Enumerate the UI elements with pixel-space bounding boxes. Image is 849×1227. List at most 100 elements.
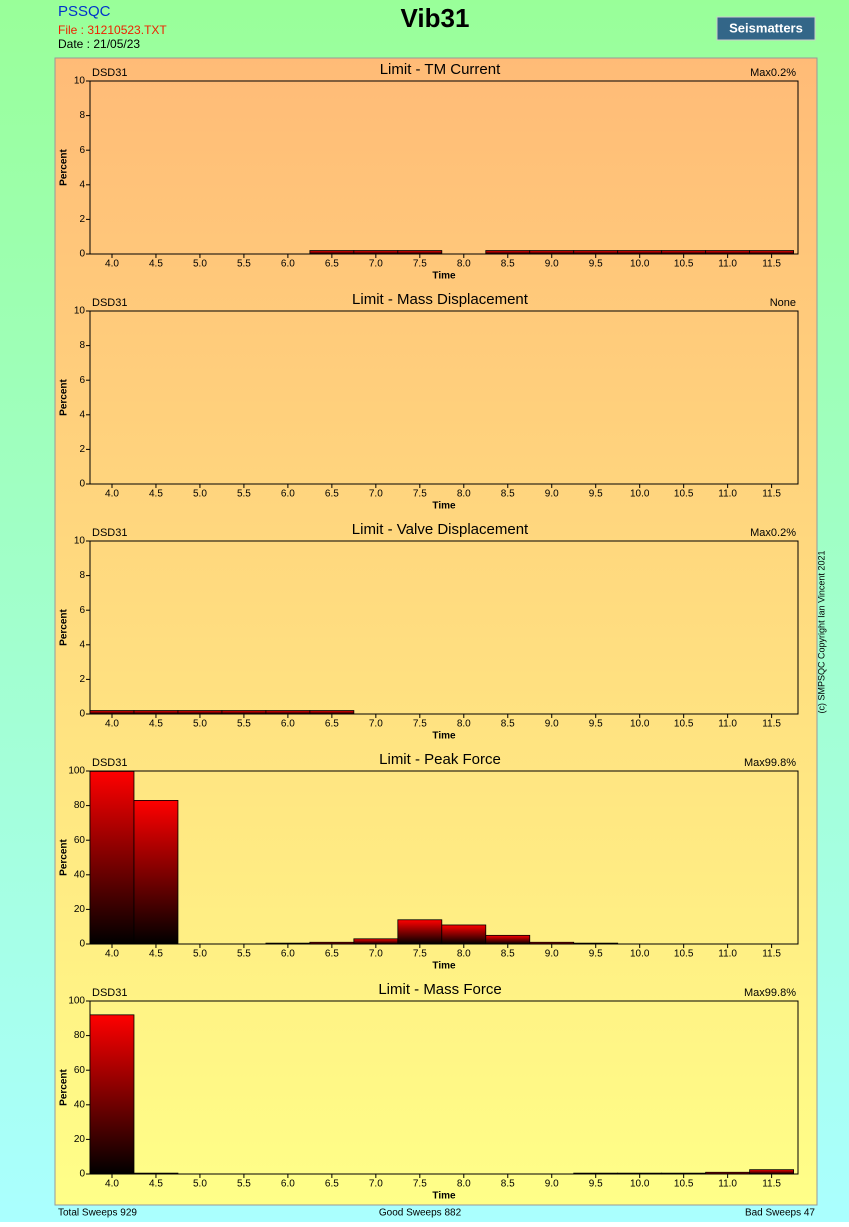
- bar: [89, 1014, 135, 1175]
- y-axis-label: Percent: [59, 838, 70, 875]
- bar: [661, 250, 707, 255]
- bar: [309, 710, 355, 715]
- x-tick-label: 6.5: [325, 949, 339, 960]
- bar: [353, 938, 399, 945]
- chart-title: Limit - Mass Displacement: [352, 291, 529, 308]
- copyright: (c) SMPSQC Copyright Ian Vincent 2021: [816, 551, 826, 714]
- y-tick-label: 40: [74, 1099, 86, 1110]
- annotation: None: [770, 297, 796, 309]
- annotation: Max99.8%: [744, 987, 796, 999]
- y-tick-label: 2: [79, 444, 85, 455]
- y-tick-label: 60: [74, 1065, 86, 1076]
- bar: [485, 250, 531, 255]
- bar: [89, 770, 135, 945]
- x-tick-label: 9.0: [545, 949, 559, 960]
- x-tick-label: 11.5: [762, 259, 781, 270]
- x-tick-label: 11.0: [718, 489, 737, 500]
- x-axis-label: Time: [432, 731, 456, 742]
- chart-title: Limit - Valve Displacement: [352, 521, 529, 538]
- y-tick-label: 6: [79, 375, 85, 386]
- y-tick-label: 80: [74, 800, 86, 811]
- logo-box: [716, 16, 816, 41]
- x-tick-label: 9.5: [589, 1179, 603, 1190]
- logo: Seismatters: [729, 20, 803, 35]
- series-label: DSD31: [92, 987, 127, 999]
- x-tick-label: 10.5: [674, 259, 694, 270]
- x-tick-label: 5.5: [237, 949, 251, 960]
- bar: [397, 919, 443, 945]
- x-tick-label: 7.0: [369, 259, 383, 270]
- x-tick-label: 6.0: [281, 719, 295, 730]
- bar: [133, 800, 179, 945]
- x-tick-label: 8.0: [457, 1179, 471, 1190]
- x-tick-label: 8.5: [501, 489, 515, 500]
- x-tick-label: 11.0: [718, 1179, 737, 1190]
- x-tick-label: 11.0: [718, 719, 737, 730]
- x-tick-label: 8.0: [457, 719, 471, 730]
- x-tick-label: 5.5: [237, 259, 251, 270]
- x-tick-label: 5.0: [193, 259, 207, 270]
- x-tick-label: 11.0: [718, 259, 737, 270]
- x-tick-label: 7.0: [369, 719, 383, 730]
- x-tick-label: 5.0: [193, 1179, 207, 1190]
- x-tick-label: 6.5: [325, 259, 339, 270]
- y-tick-label: 20: [74, 1134, 86, 1145]
- x-tick-label: 10.0: [630, 719, 650, 730]
- annotation: Max99.8%: [744, 757, 796, 769]
- bar: [441, 924, 487, 945]
- x-tick-label: 9.0: [545, 719, 559, 730]
- x-tick-label: 4.0: [105, 259, 119, 270]
- x-tick-label: 5.0: [193, 949, 207, 960]
- x-tick-label: 6.5: [325, 719, 339, 730]
- y-tick-label: 4: [79, 179, 85, 190]
- x-tick-label: 7.0: [369, 489, 383, 500]
- y-tick-label: 10: [74, 76, 86, 87]
- y-tick-label: 4: [79, 409, 85, 420]
- series-label: DSD31: [92, 297, 127, 309]
- x-tick-label: 10.5: [674, 1179, 694, 1190]
- x-tick-label: 8.5: [501, 1179, 515, 1190]
- x-tick-label: 8.0: [457, 489, 471, 500]
- bar: [529, 941, 575, 945]
- x-tick-label: 10.0: [630, 489, 650, 500]
- x-tick-label: 4.0: [105, 719, 119, 730]
- footer-good: Good Sweeps 882: [379, 1208, 462, 1219]
- y-tick-label: 6: [79, 605, 85, 616]
- y-tick-label: 2: [79, 214, 85, 225]
- x-tick-label: 11.5: [762, 949, 781, 960]
- bar: [265, 942, 311, 945]
- x-tick-label: 7.5: [413, 949, 427, 960]
- x-tick-label: 4.5: [149, 1179, 163, 1190]
- x-tick-label: 10.5: [674, 949, 694, 960]
- bar: [617, 1172, 663, 1175]
- y-tick-label: 0: [79, 249, 85, 260]
- x-tick-label: 6.0: [281, 1179, 295, 1190]
- bar: [265, 710, 311, 715]
- x-tick-label: 9.0: [545, 259, 559, 270]
- x-tick-label: 8.5: [501, 259, 515, 270]
- x-tick-label: 5.0: [193, 489, 207, 500]
- x-tick-label: 8.0: [457, 259, 471, 270]
- y-tick-label: 6: [79, 145, 85, 156]
- y-axis-label: Percent: [59, 608, 70, 645]
- footer-total: Total Sweeps 929: [58, 1208, 137, 1219]
- x-tick-label: 4.5: [149, 489, 163, 500]
- plot-area: [89, 310, 799, 485]
- y-tick-label: 40: [74, 869, 86, 880]
- plot-area: [89, 540, 799, 715]
- x-tick-label: 7.0: [369, 949, 383, 960]
- x-tick-label: 4.5: [149, 949, 163, 960]
- x-tick-label: 8.0: [457, 949, 471, 960]
- y-tick-label: 10: [74, 306, 86, 317]
- x-tick-label: 8.5: [501, 719, 515, 730]
- x-tick-label: 11.5: [762, 719, 781, 730]
- y-tick-label: 8: [79, 110, 85, 121]
- x-tick-label: 6.5: [325, 1179, 339, 1190]
- y-tick-label: 0: [79, 479, 85, 490]
- x-tick-label: 10.5: [674, 489, 694, 500]
- date: Date : 21/05/23: [58, 37, 140, 51]
- x-tick-label: 10.0: [630, 949, 650, 960]
- bar: [617, 250, 663, 255]
- x-tick-label: 4.0: [105, 1179, 119, 1190]
